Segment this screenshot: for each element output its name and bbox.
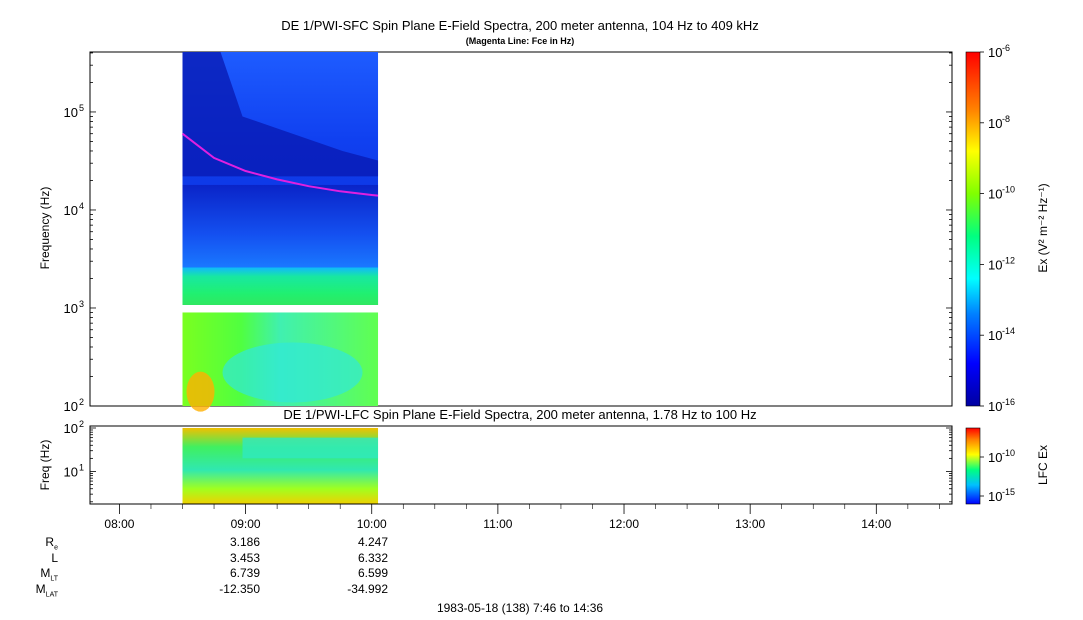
colorbar-tick-label: 10 — [988, 116, 1002, 131]
ephemeris-label: L — [51, 550, 58, 565]
colorbar-tick-label: 10 — [988, 257, 1002, 272]
lower-spectrogram-image — [182, 428, 379, 504]
ephemeris-value: -34.992 — [347, 581, 388, 596]
ephemeris-value: 3.186 — [229, 535, 260, 549]
x-tick-label: 13:00 — [735, 517, 765, 531]
y-tick-label: 10 — [64, 203, 78, 218]
y-tick-exponent: 2 — [79, 397, 84, 407]
sfc-cyan-patch — [222, 342, 363, 403]
upper-panel-subtitle: (Magenta Line: Fce in Hz) — [465, 36, 575, 46]
colorbar-tick-label: 10 — [988, 489, 1002, 504]
colorbar-tick-label: 10 — [988, 187, 1002, 202]
y-tick-label: 10 — [64, 105, 78, 120]
sfc-low-band — [182, 267, 379, 305]
y-tick-label: 10 — [64, 464, 78, 479]
y-tick-exponent: 3 — [79, 299, 84, 309]
fce-line — [181, 132, 379, 197]
ephemeris-value: -12.350 — [219, 581, 260, 596]
colorbar-tick-exponent: -12 — [1002, 255, 1015, 265]
x-tick-label: 11:00 — [483, 517, 512, 531]
colorbar-tick-exponent: -8 — [1002, 114, 1010, 124]
ephemeris-value: 6.739 — [229, 566, 260, 580]
time-range-footer: 1983-05-18 (138) 7:46 to 14:36 — [436, 601, 604, 615]
y-tick-label: 10 — [64, 399, 78, 414]
lfc-cyan-region — [242, 437, 379, 459]
x-tick-label: 08:00 — [104, 517, 134, 531]
sfc-orange-patch — [186, 371, 215, 412]
time-axis: 08:00 09:00 10:00 11:00 12:00 13:00 14:00 — [90, 503, 952, 531]
ephemeris-value: 4.247 — [357, 535, 388, 549]
colorbar-tick-label: 10 — [988, 45, 1002, 60]
colorbar-tick-label: 10 — [988, 399, 1002, 414]
colorbar-tick-exponent: -10 — [1002, 185, 1015, 195]
lower-panel-title: DE 1/PWI-LFC Spin Plane E-Field Spectra,… — [283, 407, 757, 422]
y-tick-exponent: 5 — [79, 103, 84, 113]
colorbar-label-text: Ex (V² m⁻² Hz⁻¹) — [1036, 183, 1050, 273]
y-tick-exponent: 1 — [79, 462, 84, 472]
colorbar-tick-label: 10 — [988, 328, 1002, 343]
colorbar-tick-exponent: -6 — [1002, 43, 1010, 53]
y-tick-label: 10 — [64, 421, 78, 436]
lower-colorbar-label: LFC Ex — [1036, 445, 1050, 486]
y-tick-exponent: 4 — [79, 201, 84, 211]
upper-colorbar-label: Ex (V² m⁻² Hz⁻¹) — [1036, 168, 1050, 288]
colorbar-tick-label: 10 — [988, 450, 1002, 465]
ephemeris-value: 6.332 — [357, 550, 388, 565]
ephemeris-value: 6.599 — [357, 566, 388, 580]
x-tick-label: 10:00 — [357, 517, 387, 531]
y-tick-label: 10 — [64, 301, 78, 316]
upper-spectrogram-image — [182, 52, 379, 412]
upper-y-label: Frequency (Hz) — [38, 186, 52, 270]
x-tick-label: 09:00 — [231, 517, 261, 531]
ephemeris-value: 3.453 — [229, 550, 260, 565]
colorbar-tick-exponent: -10 — [1002, 448, 1015, 458]
x-tick-label: 14:00 — [861, 517, 891, 531]
y-tick-exponent: 2 — [79, 419, 84, 429]
ephemeris-label: MLAT — [35, 581, 58, 598]
sfc-mid-band — [182, 184, 379, 268]
lower-y-label: Freq (Hz) — [38, 439, 52, 491]
colorbar-tick-exponent: -14 — [1002, 326, 1015, 336]
colorbar-tick-exponent: -16 — [1002, 397, 1015, 407]
ephemeris-label: Re — [45, 535, 58, 552]
ephemeris-label: MLT — [40, 566, 58, 583]
x-tick-label: 12:00 — [609, 517, 639, 531]
sfc-dark-region — [182, 52, 379, 177]
colorbar-tick-exponent: -15 — [1002, 487, 1015, 497]
upper-panel-title: DE 1/PWI-SFC Spin Plane E-Field Spectra,… — [281, 18, 759, 33]
